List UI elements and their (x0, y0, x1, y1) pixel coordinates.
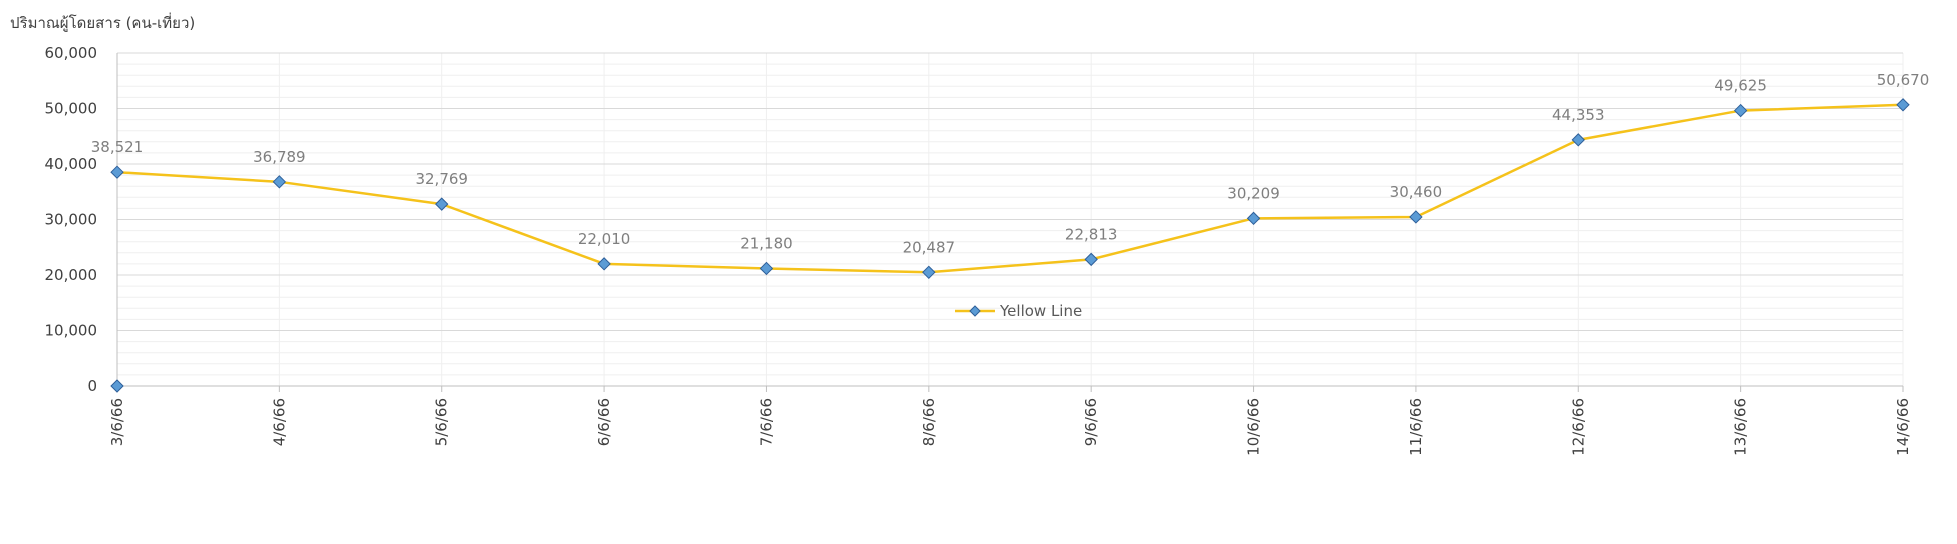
data-point-marker[interactable] (922, 265, 936, 280)
data-point-marker[interactable] (1409, 210, 1423, 224)
data-point-marker[interactable] (1246, 211, 1261, 226)
y-tick-label: 40,000 (45, 155, 98, 173)
data-label: 36,789 (253, 148, 306, 166)
data-label: 32,769 (415, 170, 468, 188)
gridlines (117, 52, 1904, 386)
series-yellow-line (110, 98, 1910, 393)
legend[interactable]: Yellow Line (955, 302, 1082, 320)
x-tick-label: 9/6/66 (1082, 398, 1100, 446)
data-labels: 38,521 36,789 32,769 22,010 21,180 20,487 22,8… (91, 71, 1930, 257)
data-label: 22,813 (1065, 225, 1118, 243)
y-tick-label: 30,000 (45, 211, 98, 229)
data-point-marker[interactable] (597, 257, 611, 271)
data-point-marker[interactable] (759, 261, 774, 276)
data-label: 21,180 (740, 234, 793, 252)
series-line (116, 103, 1904, 274)
data-label: 44,353 (1552, 106, 1605, 124)
x-tick-label: 12/6/66 (1569, 398, 1587, 456)
x-tick-label: 13/6/66 (1732, 398, 1750, 456)
x-tick-label: 8/6/66 (920, 398, 938, 446)
y-axis-ticks: 0 10,000 20,000 30,000 40,000 50,000 60,000 (45, 44, 98, 395)
x-tick-label: 11/6/66 (1407, 398, 1425, 456)
data-label: 20,487 (903, 238, 956, 256)
data-label: 30,209 (1227, 184, 1280, 202)
data-point-marker[interactable] (1084, 252, 1098, 267)
data-label: 38,521 (91, 138, 144, 156)
x-tick-label: 7/6/66 (757, 398, 775, 446)
data-label: 50,670 (1877, 71, 1930, 89)
data-label: 22,010 (578, 230, 631, 248)
data-label: 30,460 (1390, 183, 1443, 201)
origin-marker (110, 379, 124, 393)
y-tick-label: 10,000 (45, 322, 98, 340)
data-label: 49,625 (1714, 77, 1767, 95)
y-axis-title: ปริมาณผู้โดยสาร (คน-เที่ยว) (10, 12, 195, 32)
data-point-marker[interactable] (1571, 133, 1585, 147)
legend-marker-diamond-icon (969, 305, 981, 317)
y-tick-label: 50,000 (45, 100, 98, 118)
x-tick-label: 4/6/66 (270, 398, 288, 446)
x-tick-label: 6/6/66 (595, 398, 613, 446)
y-tick-label: 60,000 (45, 44, 98, 62)
x-tick-label: 5/6/66 (433, 398, 451, 446)
data-point-marker[interactable] (435, 197, 449, 211)
data-point-marker[interactable] (1896, 98, 1910, 112)
x-axis-ticks: 3/6/66 4/6/66 5/6/66 6/6/66 7/6/66 8/6/66 9/6/… (108, 398, 1912, 456)
y-tick-label: 20,000 (45, 266, 98, 284)
x-tick-label: 14/6/66 (1894, 398, 1912, 456)
data-point-marker[interactable] (272, 175, 287, 189)
y-tick-label: 0 (87, 377, 97, 395)
x-tick-label: 3/6/66 (108, 398, 126, 446)
axes (116, 53, 1904, 392)
x-tick-label: 10/6/66 (1245, 398, 1263, 456)
data-point-marker[interactable] (1733, 103, 1748, 118)
legend-label: Yellow Line (999, 302, 1082, 320)
data-point-marker[interactable] (110, 165, 124, 179)
